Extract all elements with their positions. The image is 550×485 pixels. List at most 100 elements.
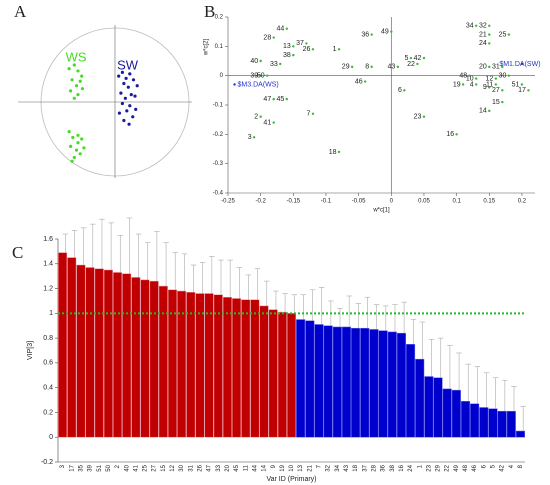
x-tick-label: 47 — [207, 464, 213, 471]
x-tick-label: 17 — [69, 464, 75, 471]
point-label: 15 — [492, 99, 500, 106]
loading-point — [272, 36, 275, 39]
loading-point — [527, 89, 530, 92]
y-tick-label: -0.1 — [213, 103, 224, 109]
y-tick-label: 1 — [49, 310, 53, 317]
bar — [396, 332, 406, 438]
loading-point — [292, 45, 295, 48]
x-tick-label: 16 — [399, 464, 405, 471]
point-label: 24 — [479, 40, 487, 47]
bar — [259, 305, 269, 438]
score-point — [117, 111, 122, 115]
bar — [460, 401, 471, 438]
score-point — [134, 107, 138, 111]
point-label: 14 — [479, 108, 487, 115]
bar — [341, 326, 351, 438]
loading-point — [475, 24, 478, 27]
score-point — [72, 63, 76, 67]
point-label: 16 — [446, 131, 454, 138]
y-tick-label: 0.4 — [43, 385, 53, 392]
score-point — [124, 76, 128, 80]
y-tick-label: 1.4 — [43, 261, 53, 268]
point-label: 12 — [486, 75, 494, 82]
panel-label: A — [14, 2, 27, 21]
bar — [241, 299, 251, 438]
loading-point — [337, 150, 341, 154]
y-tick-label: 0.6 — [43, 360, 53, 367]
loading-point — [311, 112, 315, 116]
bar — [387, 331, 397, 438]
x-tick-label: 24 — [408, 464, 414, 471]
loading-point — [396, 65, 400, 69]
bar — [442, 388, 452, 438]
loading-point — [305, 42, 308, 45]
score-point — [80, 137, 84, 141]
score-point — [67, 130, 71, 134]
bar — [515, 430, 525, 438]
loading-point — [501, 100, 504, 104]
bar — [195, 293, 205, 438]
x-axis-label: Var ID (Primary) — [266, 476, 316, 483]
y-tick-label: 0.1 — [215, 44, 224, 50]
loading-point — [488, 65, 491, 69]
score-point — [131, 115, 135, 119]
loading-point — [501, 65, 504, 69]
point-label: 46 — [355, 78, 363, 85]
point-label: 8 — [365, 64, 369, 71]
x-tick-label: 25 — [143, 464, 149, 471]
model-point — [233, 83, 236, 86]
loading-point — [265, 74, 269, 77]
x-tick-label: 33 — [216, 464, 222, 471]
score-point — [128, 104, 132, 108]
y-axis-label: VIP[3] — [27, 341, 34, 360]
bar — [323, 325, 333, 438]
score-point — [76, 133, 80, 137]
score-point — [128, 72, 132, 76]
loading-point — [279, 62, 282, 66]
loading-point — [292, 53, 295, 57]
score-point — [80, 74, 84, 78]
x-tick-label: 37 — [362, 464, 368, 471]
x-tick-label: 14 — [262, 464, 268, 471]
loading-point — [370, 65, 373, 69]
annotation: $M3.DA(WS) — [238, 81, 279, 88]
loading-point — [475, 77, 478, 80]
bar — [204, 293, 214, 438]
point-label: 20 — [479, 64, 487, 71]
score-point — [133, 94, 137, 98]
loading-point — [311, 48, 315, 51]
x-tick-label: 4 — [509, 464, 515, 468]
bar — [158, 285, 168, 438]
y-tick-label: 0.8 — [43, 335, 53, 342]
y-axis-label: w*c[2] — [204, 39, 210, 57]
bar — [131, 277, 141, 438]
point-label: 41 — [263, 119, 271, 126]
x-tick-label: 0.05 — [418, 199, 430, 205]
x-tick-label: 45 — [234, 464, 240, 471]
y-tick-label: -0.2 — [213, 132, 224, 138]
x-tick-label: 0.1 — [452, 199, 461, 205]
point-label: 2 — [254, 114, 258, 121]
x-tick-label: 13 — [298, 464, 304, 471]
x-tick-label: 12 — [170, 464, 176, 471]
x-tick-label: 32 — [326, 464, 332, 471]
bar — [149, 280, 159, 438]
x-tick-label: 50 — [106, 464, 112, 471]
x-tick-label: 29 — [436, 464, 442, 471]
point-label: 11 — [486, 81, 493, 88]
point-label: 6 — [398, 87, 402, 94]
x-tick-label: 44 — [252, 464, 258, 471]
annotation: $M1.DA(SW) — [499, 61, 540, 68]
point-label: 36 — [361, 31, 369, 38]
loading-point — [390, 30, 393, 33]
point-label: 22 — [407, 61, 415, 68]
x-tick-label: 7 — [317, 464, 323, 468]
bar — [268, 309, 278, 438]
loading-point — [350, 65, 354, 69]
bar — [378, 330, 388, 438]
score-point — [117, 74, 121, 78]
point-label: 5 — [404, 55, 408, 62]
point-label: 21 — [479, 31, 487, 38]
x-tick-label: 10 — [289, 464, 295, 471]
